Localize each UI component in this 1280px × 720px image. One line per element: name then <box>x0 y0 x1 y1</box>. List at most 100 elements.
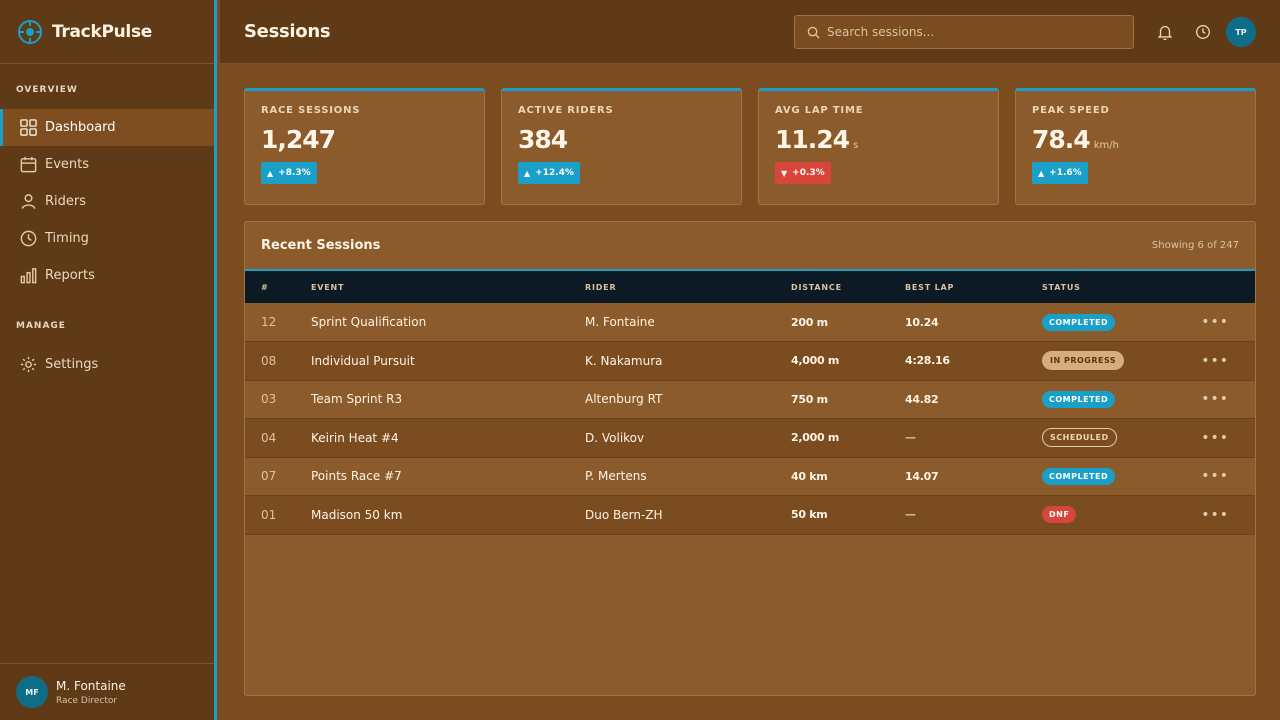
sidebar-item-events[interactable]: Events <box>0 146 214 183</box>
cell-rider: M. Fontaine <box>585 315 655 329</box>
cell-status: COMPLETED <box>1042 380 1192 419</box>
app-name: TrackPulse <box>52 21 153 42</box>
column-header-id[interactable]: # <box>261 282 269 292</box>
cell-event: Sprint Qualification <box>311 315 427 329</box>
table-row[interactable]: 01 Madison 50 km Duo Bern-ZH 50 km — DNF… <box>245 495 1255 534</box>
user-name: M. Fontaine <box>56 678 126 693</box>
more-actions-icon[interactable]: ••• <box>1201 352 1229 369</box>
nav-section-manage: MANAGE <box>16 321 66 331</box>
user-profile[interactable]: MF M. Fontaine Race Director <box>0 663 214 720</box>
table-header-row: # EVENT RIDER DISTANCE BEST LAP STATUS <box>245 271 1255 303</box>
status-badge: SCHEDULED <box>1042 428 1117 448</box>
more-actions-icon[interactable]: ••• <box>1201 468 1229 485</box>
kpi-delta-badge: ▲ +8.3% <box>261 162 317 184</box>
search-box[interactable] <box>794 15 1134 49</box>
kpi-card-active-riders: ACTIVE RIDERS 384 ▲ +12.4% <box>501 88 742 205</box>
table-row[interactable]: 08 Individual Pursuit K. Nakamura 4,000 … <box>245 341 1255 380</box>
header-avatar[interactable]: TP <box>1226 17 1256 47</box>
kpi-value: 11.24 s <box>775 125 859 154</box>
status-badge: COMPLETED <box>1042 467 1116 485</box>
cell-best-lap: 10.24 <box>905 315 939 329</box>
table-row[interactable]: 07 Points Race #7 P. Mertens 40 km 14.07… <box>245 457 1255 496</box>
sidebar-item-riders[interactable]: Riders <box>0 183 214 220</box>
recent-sessions-panel: Recent Sessions Showing 6 of 247 # EVENT… <box>244 221 1256 696</box>
sidebar-item-label: Dashboard <box>45 120 116 135</box>
page-title: Sessions <box>244 21 331 42</box>
gear-icon <box>18 355 38 375</box>
sidebar: TrackPulse OVERVIEW Dashboard Events Rid… <box>0 0 217 720</box>
sidebar-item-label: Events <box>45 157 90 172</box>
cell-event: Points Race #7 <box>311 469 402 484</box>
kpi-value: 1,247 <box>261 125 336 154</box>
brand[interactable]: TrackPulse <box>0 0 214 64</box>
status-badge: DNF <box>1042 506 1077 524</box>
sidebar-item-dashboard[interactable]: Dashboard <box>0 109 214 146</box>
more-actions-icon[interactable]: ••• <box>1201 391 1229 408</box>
cell-id: 12 <box>261 315 277 329</box>
status-badge: COMPLETED <box>1042 390 1116 408</box>
arrow-up-icon: ▲ <box>267 168 274 178</box>
clock-icon <box>18 229 38 249</box>
arrow-up-icon: ▲ <box>524 168 531 178</box>
cell-event: Individual Pursuit <box>311 353 415 368</box>
cell-status: SCHEDULED <box>1042 419 1192 458</box>
arrow-down-icon: ▼ <box>781 168 788 178</box>
sidebar-item-label: Timing <box>45 231 89 246</box>
status-badge: IN PROGRESS <box>1042 351 1125 371</box>
sidebar-item-timing[interactable]: Timing <box>0 220 214 257</box>
bell-icon[interactable] <box>1154 21 1176 43</box>
cell-id: 04 <box>261 430 277 445</box>
kpi-label: PEAK SPEED <box>1032 105 1110 116</box>
kpi-unit: km/h <box>1093 140 1119 151</box>
cell-rider: Duo Bern-ZH <box>585 507 663 522</box>
history-clock-icon[interactable] <box>1192 21 1214 43</box>
cell-event: Madison 50 km <box>311 507 403 522</box>
user-role: Race Director <box>56 695 118 706</box>
cell-distance: 750 m <box>791 392 828 406</box>
more-actions-icon[interactable]: ••• <box>1201 429 1229 446</box>
column-header-best-lap[interactable]: BEST LAP <box>905 282 955 292</box>
cell-distance: 50 km <box>791 508 828 522</box>
column-header-event[interactable]: EVENT <box>311 282 345 292</box>
table-row[interactable]: 03 Team Sprint R3 Altenburg RT 750 m 44.… <box>245 380 1255 419</box>
cell-best-lap: 44.82 <box>905 392 939 406</box>
grid-icon <box>18 118 38 138</box>
kpi-value: 384 <box>518 125 568 154</box>
table-row[interactable]: 12 Sprint Qualification M. Fontaine 200 … <box>245 303 1255 342</box>
cell-best-lap: — <box>905 431 916 445</box>
more-actions-icon[interactable]: ••• <box>1201 506 1229 523</box>
kpi-delta-badge: ▲ +12.4% <box>518 162 580 184</box>
column-header-distance[interactable]: DISTANCE <box>791 282 842 292</box>
kpi-label: AVG LAP TIME <box>775 105 864 116</box>
status-badge: COMPLETED <box>1042 313 1116 331</box>
kpi-card-avg-lap-time: AVG LAP TIME 11.24 s ▼ +0.3% <box>758 88 999 205</box>
more-actions-icon[interactable]: ••• <box>1201 314 1229 330</box>
cell-rider: P. Mertens <box>585 469 647 484</box>
kpi-card-peak-speed: PEAK SPEED 78.4 km/h ▲ +1.6% <box>1015 88 1256 205</box>
sidebar-item-reports[interactable]: Reports <box>0 257 214 294</box>
cell-event: Team Sprint R3 <box>311 392 403 407</box>
cell-best-lap: — <box>905 508 916 522</box>
cell-id: 08 <box>261 353 277 368</box>
sidebar-item-settings[interactable]: Settings <box>0 346 214 383</box>
search-input[interactable] <box>827 25 1117 39</box>
panel-title: Recent Sessions <box>261 238 381 253</box>
column-header-rider[interactable]: RIDER <box>585 282 617 292</box>
cell-best-lap: 4:28.16 <box>905 354 950 368</box>
user-icon <box>18 192 38 212</box>
search-icon <box>807 26 820 39</box>
sessions-table: # EVENT RIDER DISTANCE BEST LAP STATUS 1… <box>245 271 1255 535</box>
cell-id: 01 <box>261 507 277 522</box>
kpi-label: ACTIVE RIDERS <box>518 105 614 116</box>
kpi-value: 78.4 km/h <box>1032 125 1119 154</box>
target-logo-icon <box>17 19 43 45</box>
calendar-icon <box>18 155 38 175</box>
cell-status: COMPLETED <box>1042 303 1192 342</box>
column-header-status[interactable]: STATUS <box>1042 282 1081 292</box>
cell-id: 03 <box>261 392 277 407</box>
column-header-actions <box>1192 271 1255 303</box>
table-row[interactable]: 04 Keirin Heat #4 D. Volikov 2,000 m — S… <box>245 418 1255 458</box>
cell-distance: 40 km <box>791 469 828 483</box>
arrow-up-icon: ▲ <box>1038 168 1045 178</box>
cell-status: COMPLETED <box>1042 457 1192 496</box>
